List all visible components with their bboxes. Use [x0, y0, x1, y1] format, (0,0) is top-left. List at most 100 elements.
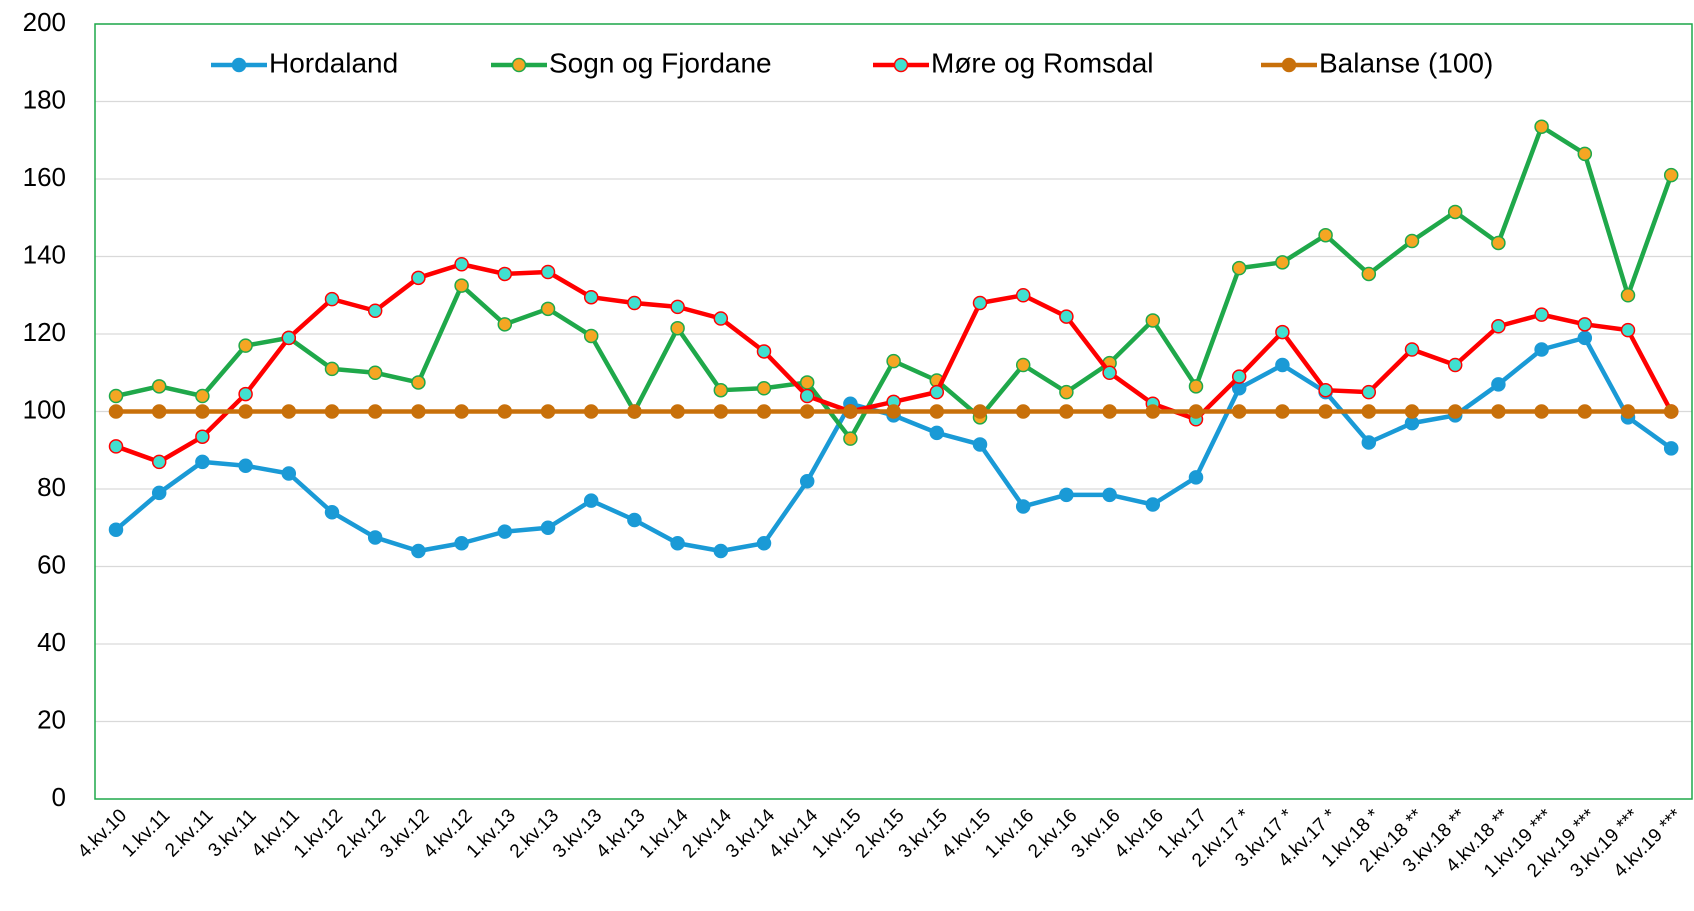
data-point: [1188, 470, 1204, 485]
data-point: [1577, 330, 1593, 346]
data-point: [1275, 324, 1290, 340]
data-point: [1231, 260, 1247, 276]
data-point: [1620, 288, 1636, 303]
data-point: [972, 295, 988, 311]
data-point: [929, 425, 945, 441]
data-point: [1102, 404, 1117, 419]
data-point: [497, 266, 513, 282]
x-tick-label: 3.kv.11: [205, 805, 261, 861]
data-point: [1577, 404, 1593, 419]
data-point: [108, 404, 124, 419]
legend-marker: [231, 57, 247, 73]
data-point: [1059, 487, 1074, 503]
data-point: [1404, 233, 1420, 249]
data-point: [1145, 404, 1161, 419]
data-point: [411, 270, 426, 286]
data-point: [1275, 255, 1290, 270]
data-point: [1015, 404, 1031, 419]
data-point: [1663, 167, 1679, 183]
data-point: [238, 338, 253, 353]
data-point: [1447, 204, 1463, 220]
data-point: [670, 320, 685, 336]
data-point: [281, 330, 297, 346]
data-point: [1447, 404, 1463, 419]
data-point: [1577, 317, 1593, 332]
data-point: [324, 505, 340, 520]
x-tick-label: 4.kv.10: [74, 805, 131, 862]
data-point: [1534, 119, 1549, 134]
data-point: [972, 437, 988, 452]
data-point: [411, 404, 426, 419]
data-point: [713, 404, 729, 419]
data-point: [411, 375, 426, 390]
data-point: [1447, 357, 1463, 373]
data-point: [1318, 382, 1333, 398]
y-tick-label: 160: [23, 162, 66, 192]
data-point: [238, 404, 253, 419]
y-tick-label: 80: [37, 472, 66, 502]
y-tick-label: 60: [37, 549, 66, 579]
data-point: [1491, 404, 1506, 419]
y-tick-label: 0: [52, 782, 66, 812]
data-point: [972, 404, 988, 419]
legend-label: Hordaland: [269, 47, 398, 78]
data-point: [367, 303, 383, 318]
data-point: [1534, 307, 1549, 322]
y-tick-label: 200: [23, 7, 66, 37]
legend-label: Sogn og Fjordane: [549, 47, 772, 78]
data-point: [454, 404, 469, 419]
data-point: [367, 404, 383, 419]
data-point: [1059, 404, 1074, 419]
data-point: [1318, 227, 1333, 243]
data-point: [367, 530, 383, 545]
data-point: [324, 361, 340, 377]
data-point: [756, 344, 772, 359]
legend-marker: [511, 57, 527, 73]
data-point: [1663, 441, 1679, 456]
data-point: [195, 429, 210, 444]
data-point: [627, 295, 642, 311]
data-point: [1534, 342, 1549, 357]
data-point: [238, 458, 253, 473]
data-point: [1361, 435, 1377, 450]
data-point: [540, 301, 556, 317]
data-point: [1620, 404, 1636, 419]
data-point: [1534, 404, 1549, 419]
data-point: [929, 404, 945, 419]
data-point: [1275, 404, 1290, 419]
series-line: [115, 124, 1674, 441]
data-point: [1361, 404, 1377, 419]
data-point: [713, 543, 729, 559]
data-point: [497, 404, 513, 419]
data-point: [281, 404, 297, 419]
data-point: [799, 375, 815, 390]
data-point: [799, 474, 815, 489]
data-point: [799, 388, 815, 404]
data-point: [195, 388, 210, 404]
data-point: [1015, 499, 1031, 514]
y-tick-label: 40: [37, 627, 66, 657]
data-point: [756, 381, 772, 396]
data-point: [1275, 357, 1290, 373]
data-point: [886, 404, 901, 419]
data-point: [1404, 404, 1420, 419]
data-point: [195, 454, 210, 470]
data-point: [713, 311, 729, 326]
data-point: [756, 536, 772, 551]
data-point: [1318, 404, 1333, 419]
data-point: [454, 257, 469, 272]
data-point: [1145, 497, 1161, 512]
data-point: [497, 317, 513, 332]
data-point: [1404, 342, 1420, 357]
data-point: [756, 404, 772, 419]
data-point: [238, 386, 253, 402]
data-point: [583, 289, 599, 305]
y-tick-label: 120: [23, 317, 66, 347]
data-point: [843, 431, 858, 446]
data-point: [583, 328, 599, 344]
legend-marker: [893, 57, 909, 73]
data-point: [1188, 379, 1204, 394]
data-point: [324, 291, 340, 307]
data-point: [108, 439, 124, 454]
